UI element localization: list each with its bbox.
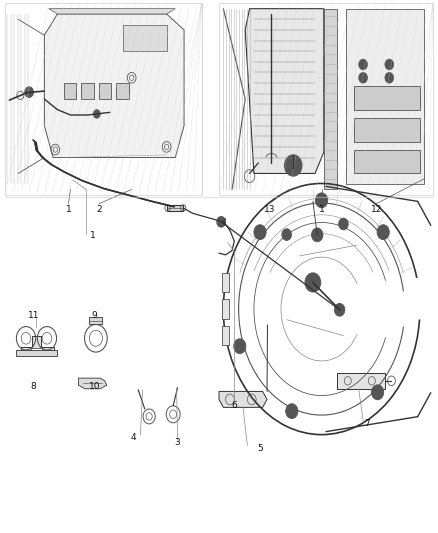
Text: 5: 5 bbox=[258, 444, 263, 453]
Polygon shape bbox=[78, 378, 107, 389]
Text: 12: 12 bbox=[371, 205, 382, 214]
Polygon shape bbox=[81, 83, 94, 99]
Text: 7: 7 bbox=[364, 419, 370, 428]
Ellipse shape bbox=[286, 403, 298, 418]
Ellipse shape bbox=[315, 193, 328, 208]
Polygon shape bbox=[337, 373, 385, 389]
Polygon shape bbox=[222, 300, 229, 319]
Ellipse shape bbox=[282, 229, 291, 240]
Ellipse shape bbox=[334, 303, 345, 316]
Ellipse shape bbox=[359, 72, 367, 83]
Ellipse shape bbox=[359, 59, 367, 70]
Polygon shape bbox=[222, 326, 229, 345]
Text: 1: 1 bbox=[319, 205, 325, 214]
Polygon shape bbox=[222, 273, 229, 292]
Polygon shape bbox=[5, 3, 201, 195]
Text: 4: 4 bbox=[131, 433, 137, 442]
Polygon shape bbox=[354, 118, 420, 142]
Polygon shape bbox=[49, 9, 175, 14]
Ellipse shape bbox=[285, 155, 302, 176]
Ellipse shape bbox=[371, 385, 384, 400]
Text: 9: 9 bbox=[92, 311, 97, 320]
Ellipse shape bbox=[25, 87, 33, 98]
Ellipse shape bbox=[305, 273, 321, 292]
Polygon shape bbox=[219, 391, 267, 407]
Polygon shape bbox=[16, 350, 57, 357]
Polygon shape bbox=[64, 83, 76, 99]
Ellipse shape bbox=[385, 59, 394, 70]
Text: 1: 1 bbox=[89, 231, 95, 240]
Text: 3: 3 bbox=[175, 439, 180, 448]
Text: 10: 10 bbox=[89, 382, 100, 391]
Polygon shape bbox=[117, 83, 129, 99]
Polygon shape bbox=[354, 150, 420, 173]
Text: 2: 2 bbox=[96, 205, 102, 214]
Polygon shape bbox=[346, 9, 424, 184]
Polygon shape bbox=[354, 86, 420, 110]
Polygon shape bbox=[89, 317, 102, 325]
Text: 11: 11 bbox=[28, 311, 39, 320]
Ellipse shape bbox=[233, 339, 246, 354]
Ellipse shape bbox=[377, 225, 389, 240]
Ellipse shape bbox=[385, 72, 394, 83]
Ellipse shape bbox=[339, 218, 348, 230]
Ellipse shape bbox=[217, 216, 226, 227]
Polygon shape bbox=[324, 9, 337, 189]
Polygon shape bbox=[167, 205, 183, 211]
Polygon shape bbox=[99, 83, 111, 99]
Text: 13: 13 bbox=[264, 205, 275, 214]
Polygon shape bbox=[219, 3, 433, 195]
Text: 1: 1 bbox=[66, 205, 71, 214]
Polygon shape bbox=[245, 9, 324, 173]
Polygon shape bbox=[44, 14, 184, 158]
Ellipse shape bbox=[254, 225, 266, 240]
Polygon shape bbox=[31, 349, 42, 353]
Text: 8: 8 bbox=[31, 382, 36, 391]
Polygon shape bbox=[21, 336, 54, 354]
Ellipse shape bbox=[93, 110, 100, 118]
Text: 6: 6 bbox=[231, 401, 237, 410]
Polygon shape bbox=[123, 25, 166, 51]
Ellipse shape bbox=[311, 228, 323, 242]
